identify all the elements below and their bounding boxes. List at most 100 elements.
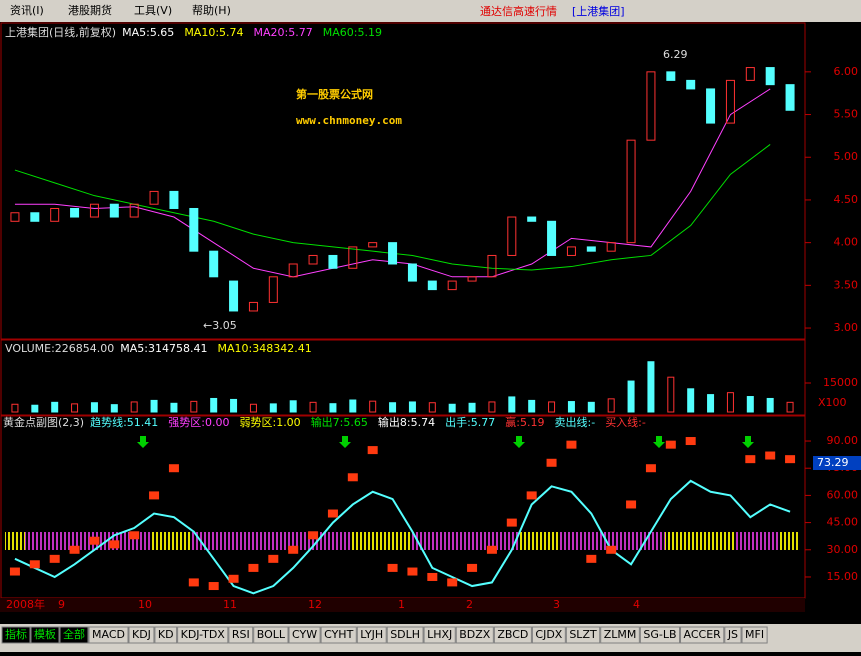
time-label: 10: [138, 598, 152, 611]
candle: [547, 220, 557, 256]
tab[interactable]: [423, 626, 456, 644]
tab[interactable]: [493, 626, 532, 644]
volume-bar: [329, 403, 337, 413]
zone-strip: [5, 532, 25, 550]
tab[interactable]: [741, 626, 768, 644]
tab-label[interactable]: SLZT: [569, 628, 597, 641]
menu-item[interactable]: 工具(V): [134, 4, 172, 17]
candle: [368, 242, 378, 248]
tab-label[interactable]: KD: [158, 628, 174, 641]
tab[interactable]: [154, 626, 178, 644]
volume-bar: [428, 402, 436, 413]
candle: [328, 254, 338, 269]
tab-label[interactable]: SG-LB: [643, 628, 676, 641]
tab[interactable]: [59, 626, 89, 644]
y-tick-label: 30.00: [827, 543, 859, 556]
price-frame: [0, 22, 806, 340]
legend-entry: 出手:5.77: [445, 415, 495, 429]
tab[interactable]: [724, 626, 742, 644]
menu-item[interactable]: 帮助(H): [192, 3, 231, 17]
tab-label[interactable]: 全部: [63, 627, 85, 641]
tab[interactable]: [288, 626, 321, 644]
time-label: 1: [398, 598, 405, 611]
y-tick-label: 3.00: [834, 321, 859, 334]
menu-item[interactable]: 港股期货: [68, 3, 112, 17]
signal-block: [765, 451, 776, 460]
volume-bar: [746, 396, 754, 413]
signal-block: [248, 563, 259, 572]
stock-name: [上港集团]: [572, 4, 625, 18]
tab[interactable]: [680, 626, 725, 644]
tab[interactable]: [386, 626, 424, 644]
tab-label[interactable]: RSI: [232, 628, 250, 641]
tab-label[interactable]: CJDX: [535, 628, 562, 641]
volume-bar: [230, 398, 238, 413]
tab-label[interactable]: BDZX: [459, 628, 491, 641]
volume-bar: [249, 403, 257, 413]
candle: [89, 203, 99, 218]
tab-label[interactable]: 指标: [5, 627, 27, 641]
candle: [189, 207, 199, 252]
tab[interactable]: [455, 626, 494, 644]
volume-bar: [51, 401, 59, 413]
volume-bar: [627, 380, 635, 413]
current-box: [813, 456, 861, 470]
tab[interactable]: [88, 626, 129, 644]
time-axis: [0, 598, 805, 612]
tab[interactable]: [356, 626, 387, 644]
y-tick-label: 4.50: [834, 193, 859, 206]
legend-entry: MA5:314758.41: [120, 342, 207, 355]
tab-label[interactable]: SDLH: [390, 628, 420, 641]
tab[interactable]: [531, 626, 566, 644]
tab-label[interactable]: JS: [727, 628, 738, 641]
volume-bar: [110, 404, 118, 413]
tab[interactable]: [30, 626, 60, 644]
tab-label[interactable]: ZLMM: [604, 628, 637, 641]
tab[interactable]: [639, 626, 681, 644]
candle: [646, 71, 656, 141]
signal-block: [69, 545, 80, 554]
tab[interactable]: [228, 626, 254, 644]
volume-frame: [0, 339, 806, 416]
signal-block: [566, 440, 577, 449]
legend-entry: 输出8:5.74: [378, 415, 435, 429]
legend-entry: MA60:5.19: [323, 26, 382, 39]
legend-entry: 赢:5.19: [505, 415, 544, 429]
tab-label[interactable]: CYHT: [324, 628, 353, 641]
tab-label[interactable]: KDJ: [132, 628, 151, 641]
tab-label[interactable]: MFI: [745, 628, 764, 641]
tab[interactable]: [1, 626, 31, 644]
time-label: 12: [308, 598, 322, 611]
tab-label[interactable]: ACCER: [684, 628, 722, 641]
zone-strip: [150, 532, 190, 550]
tab[interactable]: [253, 626, 289, 644]
tab[interactable]: [600, 626, 640, 644]
signal-block: [29, 560, 40, 569]
candle: [527, 216, 537, 222]
candle: [765, 67, 775, 86]
trend-line: [14, 479, 791, 595]
tab-label[interactable]: LYJH: [360, 628, 383, 641]
candle: [666, 71, 676, 81]
signal-block: [506, 518, 517, 527]
tab[interactable]: [177, 626, 229, 644]
volume-bar: [468, 402, 476, 413]
tab[interactable]: [320, 626, 357, 644]
tab-label[interactable]: BOLL: [257, 628, 286, 641]
tab-label[interactable]: 模板: [34, 627, 56, 641]
tab-label[interactable]: CYW: [292, 628, 317, 641]
tab-label[interactable]: MACD: [92, 628, 125, 641]
signal-block: [188, 578, 199, 587]
candle: [129, 203, 139, 218]
volume-bar: [528, 399, 536, 413]
tab[interactable]: [565, 626, 601, 644]
y-tick-label: 5.50: [834, 108, 859, 121]
signal-block: [347, 473, 358, 482]
menu-item[interactable]: 资讯(I): [10, 4, 44, 17]
tab-label[interactable]: KDJ-TDX: [181, 628, 226, 641]
tab-label[interactable]: LHXJ: [427, 628, 452, 641]
legend-entry: 强势区:0.00: [168, 416, 229, 429]
tab-label[interactable]: ZBCD: [497, 628, 528, 641]
tab[interactable]: [128, 626, 155, 644]
